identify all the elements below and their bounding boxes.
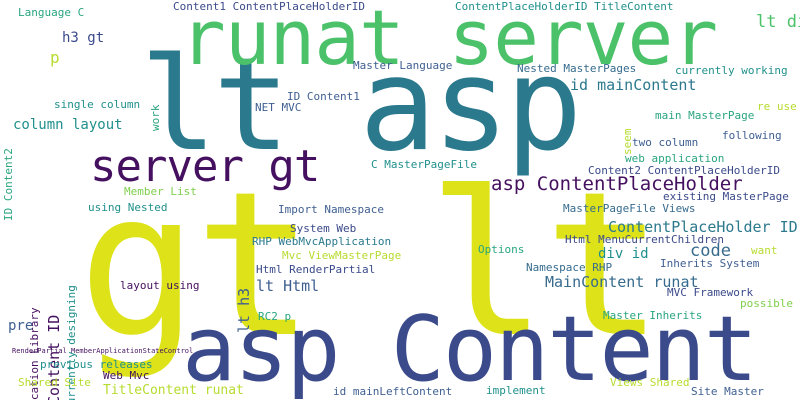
word-code: code — [690, 241, 731, 261]
word-contentplaceholder-id: ContentPlaceHolder ID — [608, 218, 798, 236]
word-existing-masterpage: existing MasterPage — [663, 190, 789, 203]
word-rhp-webmvcapplication: RHP WebMvcApplication — [252, 235, 392, 248]
word-import-namespace: Import Namespace — [278, 203, 384, 216]
word-server-gt: server gt — [90, 141, 320, 192]
word-id-content2: ID Content2 — [2, 148, 15, 221]
word-runat-server: runat server — [180, 0, 718, 82]
word-site-master: Site Master — [691, 385, 764, 398]
word-single-column: single column — [54, 98, 141, 111]
word-c-masterpagefile: C MasterPageFile — [371, 158, 477, 171]
word-member-list: Member List — [124, 185, 197, 198]
word-namespace-rhp: Namespace RHP — [526, 261, 613, 274]
word-work: work — [149, 104, 162, 132]
word-rc2-p: RC2 p — [258, 310, 292, 323]
word-mvc-viewmasterpage: Mvc ViewMasterPage — [282, 249, 402, 262]
word-main-masterpage: main MasterPage — [655, 109, 755, 122]
word-nested-masterpages: Nested MasterPages — [517, 62, 637, 75]
word-two-column: two column — [632, 136, 699, 149]
word-gt-lt: gt lt — [78, 149, 664, 382]
word-master-language: Master Language — [353, 59, 453, 72]
word-maincontent-runat: MainContent runat — [545, 273, 699, 291]
word-using-nested: using Nested — [88, 201, 168, 214]
word-views-shared: Views Shared — [610, 376, 690, 389]
word-following: following — [722, 129, 782, 142]
word-asp-content: asp Content — [182, 297, 758, 400]
word-lt-html: lt Html — [256, 277, 320, 295]
word-titlecontent-runat: TitleContent runat — [103, 383, 244, 398]
word-id-mainleftcontent: id mainLeftContent — [333, 385, 453, 398]
word-lt-div: lt div — [756, 12, 800, 32]
word-language-c: Language C — [18, 6, 85, 19]
word-options: Options — [478, 243, 525, 256]
word-net-mvc: NET MVC — [255, 101, 302, 114]
word-html-renderpartial: Html RenderPartial — [256, 263, 376, 276]
word-lt-h3: lt h3 — [235, 287, 253, 333]
word-currently-working: currently working — [675, 64, 788, 77]
word-content1-contentplaceholderid: Content1 ContentPlaceHolderID — [173, 0, 366, 13]
word-system-web: System Web — [290, 222, 357, 235]
word-web-application: web application — [625, 152, 725, 165]
word-content2-contentplaceholderid: Content2 ContentPlaceHolderID — [588, 164, 781, 177]
word-lt-asp: lt asp — [140, 31, 582, 180]
word-contentplaceholderid-titlecontent: ContentPlaceHolderID TitleContent — [455, 0, 674, 13]
word-masterpagefile-views: MasterPageFile Views — [563, 202, 696, 215]
word-column-layout: column layout — [13, 117, 123, 133]
word-asp-contentplaceholder: asp ContentPlaceHolder — [491, 173, 743, 195]
word-p: p — [50, 48, 60, 67]
word-implement: implement — [486, 384, 546, 397]
word-div-id: div id — [598, 246, 649, 262]
word-mvc-framework: MVC Framework — [667, 286, 754, 299]
word-re-use: re use — [757, 100, 797, 113]
word-pre: pre — [8, 318, 34, 334]
word-id-content1: ID Content1 — [287, 90, 360, 103]
word-master-inherits: Master Inherits — [603, 309, 703, 322]
word-previous-releases: previous releases — [40, 358, 153, 371]
word-web-mvc: Web Mvc — [103, 369, 150, 382]
word-h3-gt: h3 gt — [62, 30, 105, 46]
word-layout-using: layout using — [120, 279, 200, 292]
word-shared-site: Shared Site — [18, 376, 91, 389]
word-inherits-system: Inherits System — [660, 257, 760, 270]
word-renderpartial-memberapplicationstatecontrol: RenderPartial MemberApplicationStateCont… — [12, 347, 194, 355]
word-possible: possible — [740, 297, 793, 310]
word-want: want — [751, 244, 778, 257]
word-id-maincontent: id mainContent — [570, 76, 697, 94]
word-html-menucurrentchildren: Html MenuCurrentChildren — [565, 233, 724, 246]
